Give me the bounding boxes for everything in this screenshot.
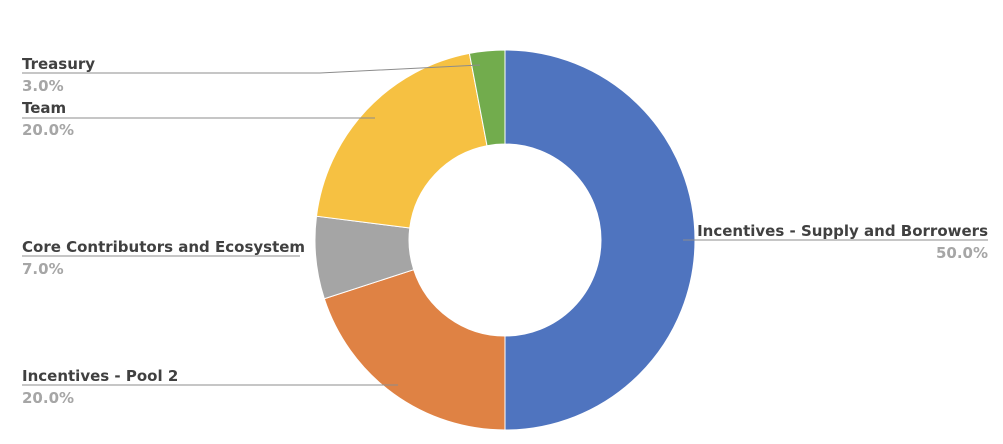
data-label-incentives-pool2-percent: 20.0%	[22, 389, 74, 407]
leader-line-treasury	[22, 64, 481, 74]
slice-team	[315, 52, 488, 229]
data-label-team-percent: 20.0%	[22, 121, 74, 139]
slice-incentives-pool2	[323, 269, 506, 431]
leader-lines	[22, 64, 988, 386]
data-labels: Incentives - Supply and Borrowers 50.0% …	[22, 55, 988, 407]
slice-incentives-supply-borrowers	[504, 49, 696, 431]
data-label-incentives-pool2-name: Incentives - Pool 2	[22, 367, 178, 385]
data-label-core-contributors-percent: 7.0%	[22, 260, 64, 278]
data-label-core-contributors-name: Core Contributors and Ecosystem	[22, 238, 305, 256]
slice-treasury	[468, 49, 506, 147]
data-label-treasury-name: Treasury	[22, 55, 95, 73]
data-label-team-name: Team	[22, 99, 66, 117]
data-label-incentives-supply-borrowers-name: Incentives - Supply and Borrowers	[697, 222, 988, 240]
data-label-incentives-supply-borrowers-percent: 50.0%	[936, 244, 988, 262]
data-label-treasury-percent: 3.0%	[22, 77, 64, 95]
donut-slices	[314, 49, 696, 431]
